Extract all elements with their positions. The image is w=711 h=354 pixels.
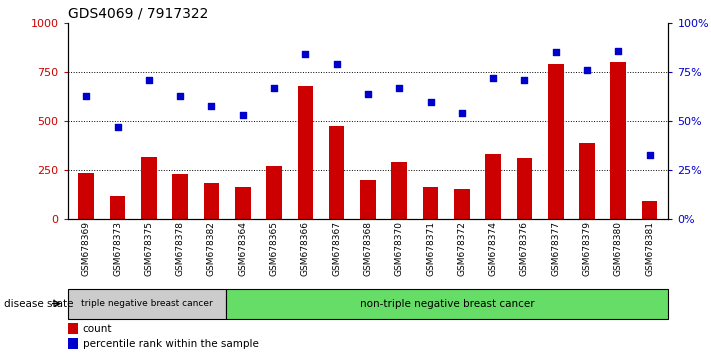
Bar (68, 289, 225, 319)
Point (205, 103, 217, 108)
Point (456, 110, 468, 116)
Bar (328, 126, 344, 219)
Bar (454, 189, 470, 219)
Bar (486, 154, 501, 219)
Text: disease state: disease state (4, 298, 73, 309)
Bar (172, 174, 188, 219)
Point (237, 113, 248, 118)
Bar (297, 86, 313, 219)
Text: percentile rank within the sample: percentile rank within the sample (82, 339, 258, 349)
Point (112, 124, 123, 130)
Text: triple negative breast cancer: triple negative breast cancer (81, 299, 213, 308)
Bar (579, 143, 595, 219)
Point (362, 91, 374, 97)
Point (174, 93, 186, 98)
Point (644, 152, 656, 158)
Bar (548, 64, 564, 219)
Text: count: count (82, 324, 112, 334)
Point (394, 85, 405, 91)
Bar (392, 161, 407, 219)
Bar (517, 158, 533, 219)
Bar (68, 338, 78, 349)
Point (488, 75, 499, 81)
Point (519, 77, 530, 83)
Point (550, 50, 562, 55)
Bar (141, 156, 156, 219)
Bar (203, 183, 219, 219)
Bar (642, 201, 658, 219)
Point (143, 77, 154, 83)
Point (582, 67, 593, 73)
Bar (225, 289, 668, 319)
Point (268, 85, 279, 91)
Point (613, 48, 624, 53)
Text: GDS4069 / 7917322: GDS4069 / 7917322 (68, 6, 208, 21)
Bar (266, 166, 282, 219)
Text: non-triple negative breast cancer: non-triple negative breast cancer (360, 298, 534, 309)
Bar (109, 196, 125, 219)
Bar (78, 173, 94, 219)
Bar (235, 187, 250, 219)
Point (425, 99, 437, 104)
Bar (611, 62, 626, 219)
Bar (360, 180, 376, 219)
Point (331, 62, 342, 67)
Point (80, 93, 92, 98)
Bar (68, 324, 78, 334)
Bar (423, 187, 439, 219)
Point (299, 52, 311, 57)
